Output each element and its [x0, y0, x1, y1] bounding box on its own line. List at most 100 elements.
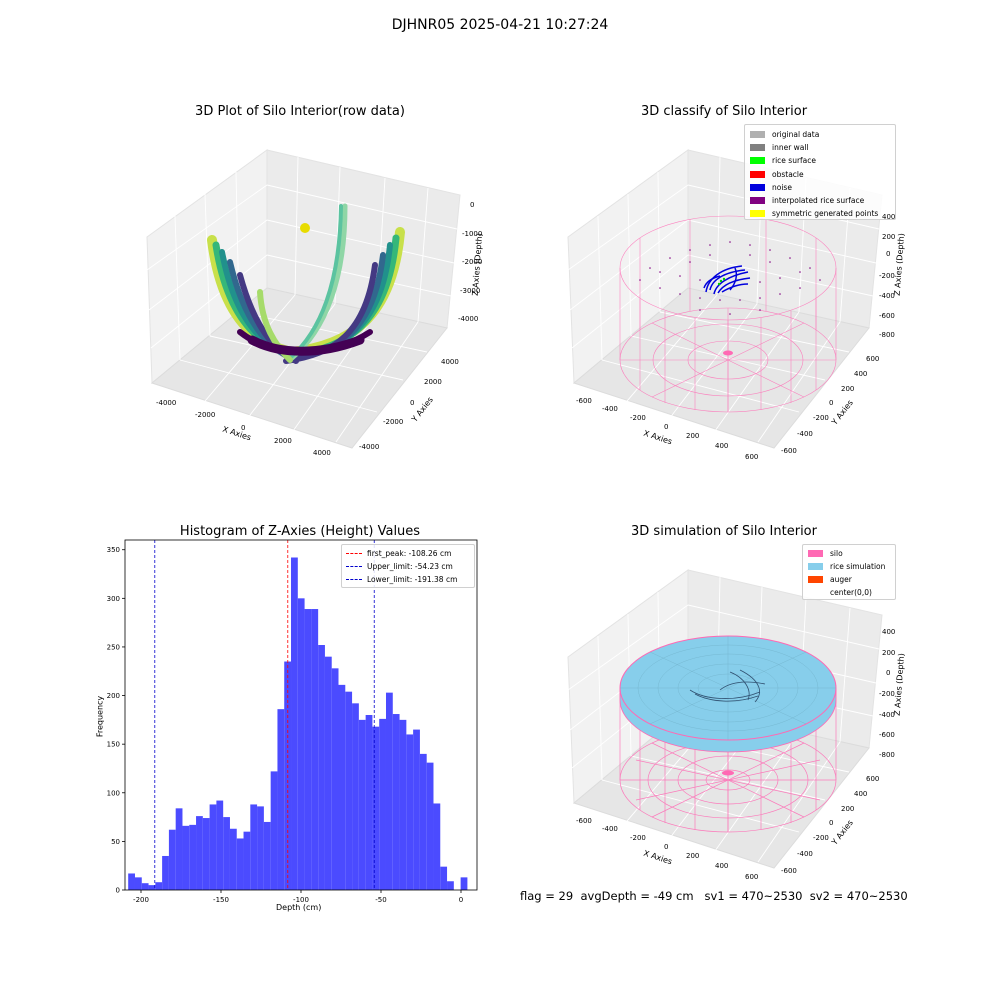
- p4-ylabel: Y Axies: [830, 818, 855, 847]
- legend-swatch: [750, 170, 765, 178]
- histogram-bar: [168, 829, 176, 890]
- histogram-bar: [263, 821, 271, 890]
- panel2-title: 3D classify of Silo Interior: [640, 104, 808, 119]
- p2-ztick: -800: [879, 331, 895, 339]
- figure-title: DJHNR05 2025-04-21 10:27:24: [391, 17, 609, 33]
- p4-legend: silo rice simulation auger center(0,0): [802, 544, 896, 600]
- p4-xtick: 400: [715, 862, 729, 870]
- histogram-bar: [406, 734, 414, 890]
- histogram-bar: [196, 816, 203, 890]
- p4-ytick: 200: [841, 805, 855, 813]
- histogram-bar: [392, 714, 400, 890]
- p2-ztick: 200: [882, 233, 896, 241]
- histogram-bar: [297, 598, 305, 890]
- p4-xlabel: X Axies: [642, 848, 674, 867]
- p4-ztick: 200: [882, 649, 896, 657]
- p4-xtick: -200: [630, 834, 646, 842]
- p4-rice-surface: [619, 635, 837, 741]
- legend-label: original data: [772, 130, 820, 139]
- histogram-xtick-label: -150: [213, 896, 229, 904]
- p2-legend-item: obstacle: [750, 168, 878, 181]
- p2-xtick: -200: [630, 414, 646, 422]
- histogram-ytick-label: 300: [107, 595, 120, 603]
- histogram-bar: [372, 726, 380, 890]
- legend-label: obstacle: [772, 169, 804, 179]
- legend-label: rice simulation: [830, 562, 886, 571]
- legend-line: [346, 579, 362, 580]
- legend-swatch: [750, 131, 765, 138]
- p2-left-pane: [567, 149, 689, 385]
- histogram-bar: [182, 825, 190, 890]
- histogram-bar: [447, 881, 454, 890]
- p1-ytick: -2000: [383, 418, 404, 426]
- histogram-bar: [331, 668, 339, 890]
- p2-floor-pane: [572, 287, 870, 449]
- histogram-bar: [202, 818, 210, 890]
- histogram-bar: [345, 691, 353, 890]
- p2-xlabel: X Axies: [642, 428, 674, 447]
- legend-swatch: [750, 197, 765, 205]
- histogram-ytick-label: 100: [107, 789, 120, 797]
- histogram-bar: [379, 718, 386, 890]
- p4-ztick: -200: [879, 690, 895, 698]
- p2-ztick: 400: [882, 213, 896, 221]
- histogram-xtick-label: -50: [375, 896, 386, 904]
- histogram-ytick-label: 350: [107, 546, 120, 554]
- histogram-legend-item: first_peak: -108.26 cm: [346, 547, 457, 560]
- p1-ytick: 2000: [424, 378, 442, 386]
- p2-ytick: 400: [854, 370, 868, 378]
- histogram-bar: [141, 883, 149, 890]
- histogram-xtick-label: 0: [459, 896, 463, 904]
- p2-legend-item: original data: [750, 128, 878, 141]
- p2-legend-item: rice surface: [750, 154, 878, 167]
- p2-ztick: 0: [886, 250, 891, 258]
- p2-ztick: -200: [879, 272, 895, 280]
- histogram-bar: [223, 817, 230, 890]
- p1-ytick: 4000: [441, 358, 459, 366]
- histogram-bar: [277, 709, 285, 890]
- p2-ytick: -400: [797, 430, 813, 438]
- p1-ztick: -2000: [462, 258, 483, 266]
- legend-swatch: [808, 550, 823, 557]
- legend-label: inner wall: [772, 143, 809, 153]
- histogram-bar: [365, 715, 373, 890]
- histogram-ytick-label: 0: [116, 887, 120, 895]
- p4-xtick: -600: [576, 817, 592, 825]
- histogram-bar: [352, 703, 359, 890]
- histogram-bar: [216, 800, 224, 890]
- legend-swatch: [808, 563, 823, 570]
- legend-label: auger: [830, 575, 852, 584]
- legend-label: symmetric generated points: [772, 209, 879, 219]
- p4-ytick: -400: [797, 850, 813, 858]
- histogram-xlabel: Depth (cm): [276, 903, 322, 912]
- histogram-bar: [175, 808, 183, 890]
- p4-rice-side: [619, 687, 837, 753]
- p1-xtick: 4000: [313, 449, 331, 457]
- p2-xtick: 200: [686, 432, 700, 440]
- p4-ztick: 400: [882, 628, 896, 636]
- p4-xtick: 600: [745, 873, 759, 881]
- legend-label: silo: [830, 549, 843, 558]
- histogram-legend-item: Lower_limit: -191.38 cm: [346, 573, 457, 586]
- p2-xtick: -600: [576, 397, 592, 405]
- histogram-bar: [243, 831, 251, 890]
- legend-label: noise: [772, 182, 792, 192]
- p4-center-marker: [722, 770, 734, 776]
- p2-ytick: 200: [841, 385, 855, 393]
- p1-surface: [207, 203, 405, 364]
- p4-ytick: 400: [854, 790, 868, 798]
- histogram-bar: [426, 762, 434, 890]
- p2-noise-points: [703, 265, 751, 295]
- p4-legend-item: center(0,0): [808, 586, 885, 599]
- histogram-bar: [304, 609, 312, 890]
- panel1-title: 3D Plot of Silo Interior(row data): [195, 104, 405, 119]
- p4-ztick: -400: [879, 711, 895, 719]
- histogram-bar: [284, 661, 292, 890]
- legend-swatch: [808, 589, 823, 596]
- legend-swatch: [750, 144, 765, 152]
- histogram-bar: [440, 866, 448, 890]
- p1-xtick: 2000: [274, 437, 292, 445]
- p4-ytick: 0: [829, 819, 834, 827]
- legend-swatch: [750, 183, 765, 191]
- legend-label: center(0,0): [830, 588, 872, 597]
